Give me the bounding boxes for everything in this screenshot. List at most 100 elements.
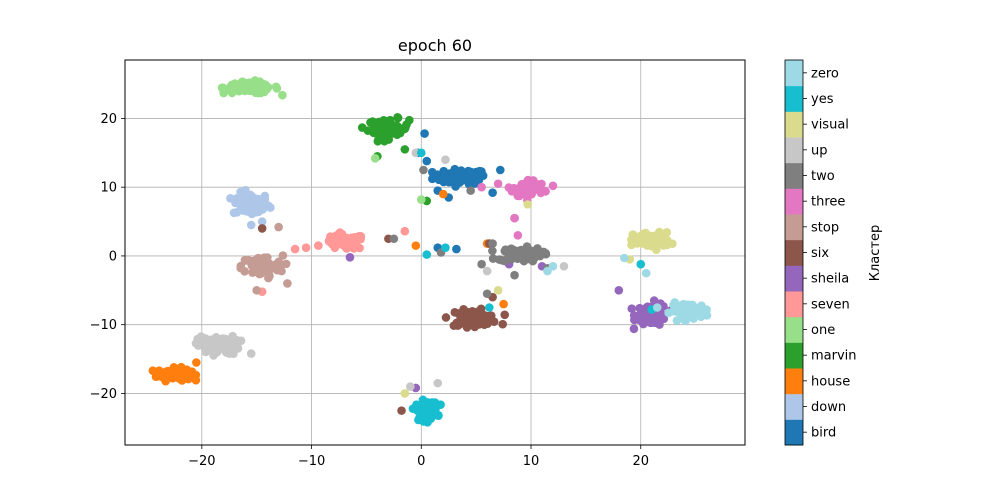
data-point [652, 303, 662, 312]
data-point [543, 266, 552, 276]
data-point [397, 406, 406, 415]
series-seven [257, 226, 410, 296]
data-point [382, 130, 392, 139]
colorbar-swatch [785, 137, 803, 164]
data-point [422, 250, 432, 259]
series-down [226, 185, 275, 230]
data-point [246, 200, 255, 210]
data-point [467, 319, 476, 329]
data-point [441, 313, 451, 322]
data-point [513, 231, 523, 240]
x-tick-label: −10 [298, 454, 325, 469]
data-point [614, 286, 624, 295]
colorbar-swatch [785, 188, 803, 215]
data-point [455, 319, 465, 329]
data-point [345, 253, 355, 262]
colorbar-swatch [785, 291, 803, 318]
axis-ticks: −20 −10 0 10 20 −20 −10 0 10 20 [90, 112, 649, 469]
colorbar-swatch [785, 85, 803, 112]
data-point [510, 213, 519, 223]
data-point [271, 82, 281, 92]
data-point [427, 167, 437, 177]
colorbar-tick-label: house [811, 374, 850, 389]
colorbar-tick-label: marvin [811, 349, 857, 364]
data-point [255, 269, 264, 279]
data-point [489, 317, 499, 327]
data-point [184, 366, 193, 376]
colorbar-tick-label: seven [811, 297, 850, 312]
colorbar-swatch [785, 316, 803, 343]
x-tick-label: 10 [523, 454, 540, 469]
data-point [632, 314, 642, 323]
x-tick-label: 0 [417, 454, 425, 469]
colorbar-tick-label: three [811, 195, 845, 210]
colorbar-swatch [785, 419, 803, 446]
data-point [559, 261, 569, 271]
data-point [233, 86, 243, 95]
series-marvin [357, 113, 432, 206]
colorbar-tick-label: up [811, 143, 828, 158]
data-point [436, 400, 445, 410]
data-point [400, 389, 410, 398]
y-tick-label: 0 [109, 249, 117, 264]
series-zero [543, 253, 712, 325]
data-point [488, 246, 497, 256]
data-point [314, 241, 323, 250]
data-point [627, 304, 637, 313]
data-point [495, 165, 505, 175]
data-point [416, 148, 426, 158]
data-point [488, 239, 497, 248]
data-point [441, 243, 450, 252]
data-point [278, 90, 287, 100]
data-point [488, 188, 497, 197]
data-point [301, 243, 311, 252]
colorbar-tick-label: one [811, 323, 835, 338]
data-point [406, 382, 415, 391]
data-point [518, 247, 527, 257]
data-point [669, 306, 679, 316]
data-point [636, 231, 645, 241]
x-tick-label: −20 [188, 454, 215, 469]
data-point [241, 256, 251, 265]
data-point [411, 241, 421, 250]
data-point [468, 306, 477, 316]
data-point [456, 166, 466, 175]
data-point [209, 351, 218, 360]
data-point [461, 314, 470, 323]
colorbar-swatch [785, 393, 803, 420]
data-point [246, 349, 256, 358]
colorbar-tick-label: down [811, 400, 846, 415]
data-point [636, 259, 646, 269]
data-point [662, 240, 672, 250]
y-tick-label: 20 [100, 112, 117, 127]
data-point [206, 339, 216, 349]
data-point [541, 248, 551, 258]
chart-title: epoch 60 [398, 36, 472, 55]
data-points [148, 76, 712, 427]
data-point [374, 134, 383, 144]
data-point [415, 406, 425, 416]
data-point [290, 244, 300, 254]
data-point [441, 155, 450, 164]
data-point [498, 319, 508, 329]
y-tick-label: −20 [90, 387, 117, 402]
data-point [433, 378, 443, 388]
y-tick-label: −10 [90, 318, 117, 333]
data-point [640, 316, 650, 326]
data-point [227, 80, 237, 90]
data-point [274, 222, 283, 232]
data-point [627, 240, 636, 250]
data-point [685, 311, 694, 320]
data-point [641, 268, 651, 278]
data-point [252, 286, 261, 295]
data-point [226, 194, 235, 203]
data-point [688, 304, 698, 314]
data-point [548, 181, 558, 191]
data-point [191, 370, 201, 380]
data-point [523, 200, 533, 209]
colorbar-tick-label: bird [811, 426, 836, 441]
data-point [193, 334, 202, 344]
colorbar-tick-label: six [811, 246, 829, 261]
data-point [228, 331, 237, 341]
data-point [355, 243, 364, 253]
